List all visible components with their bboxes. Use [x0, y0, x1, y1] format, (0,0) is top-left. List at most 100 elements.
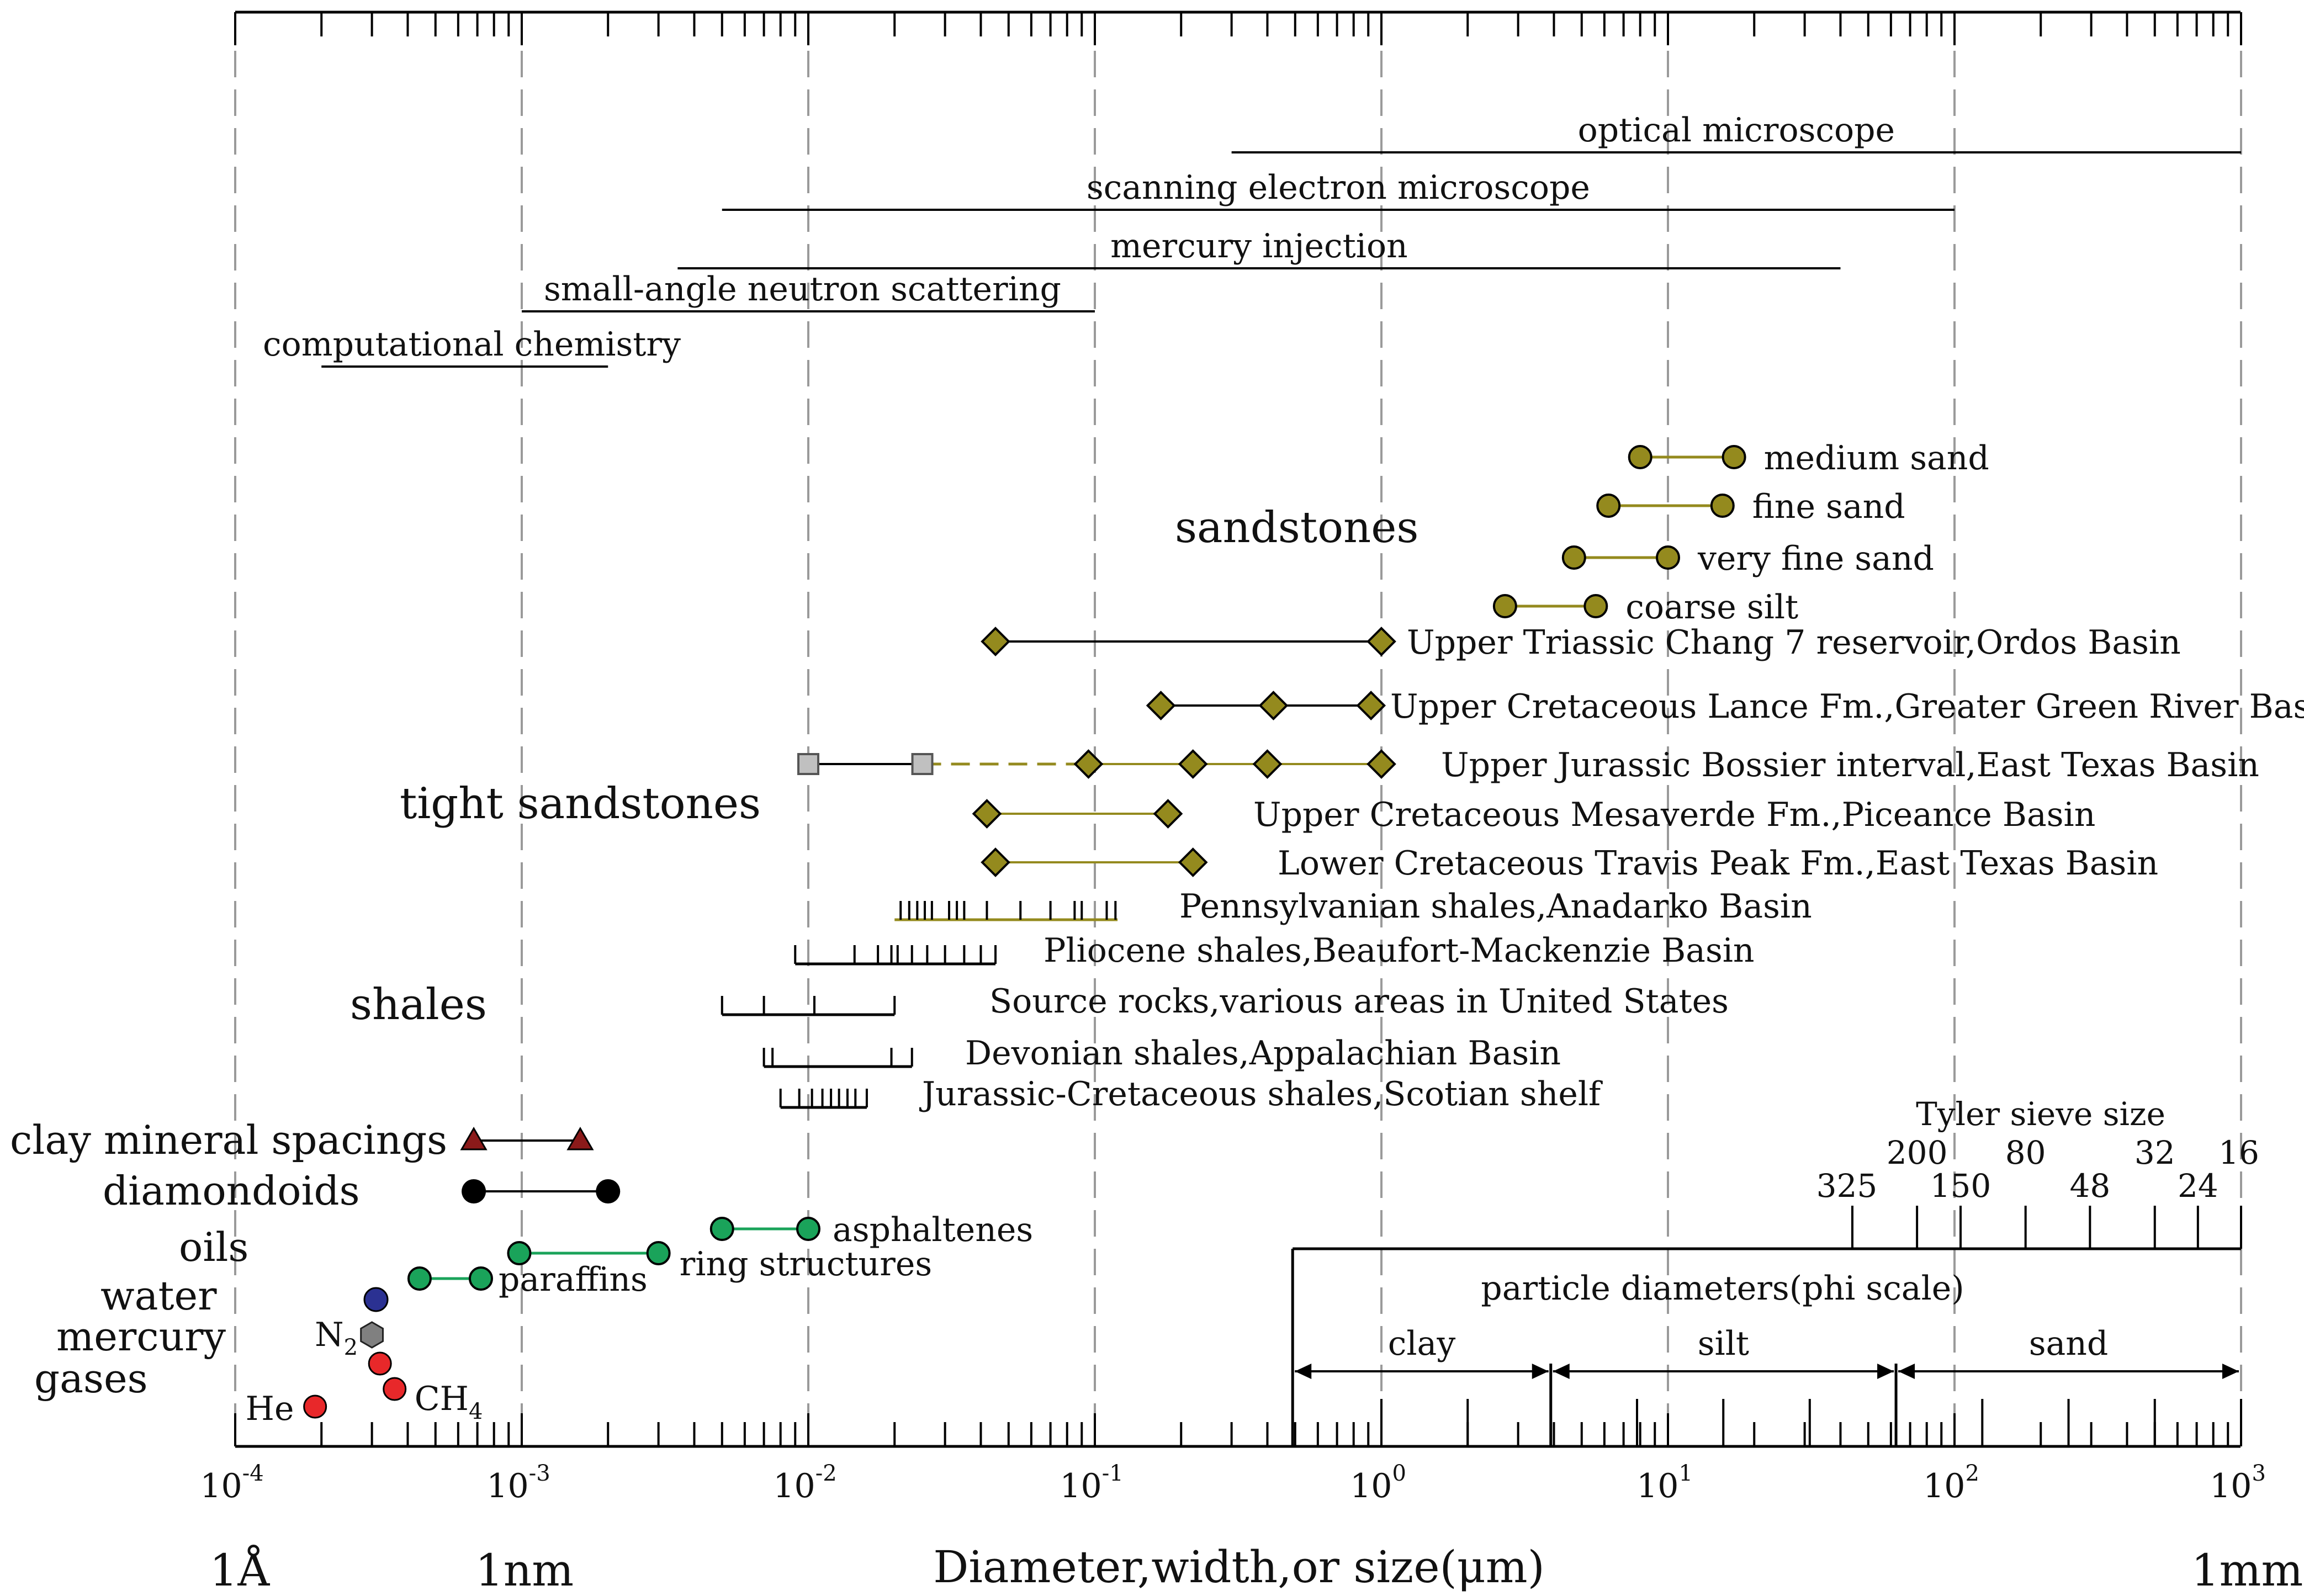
asphaltenes-label: asphaltenes	[833, 1211, 1033, 1249]
label-diamondoids: diamondoids	[103, 1168, 360, 1214]
phi-class-label: silt	[1698, 1324, 1749, 1363]
paraffins-label: paraffins	[499, 1260, 648, 1299]
phi-class-arrow-head	[1877, 1364, 1894, 1379]
sieve-size-label: 200	[1887, 1134, 1948, 1171]
clay-spacing-triangle-marker	[566, 1127, 594, 1150]
tyler-sieve-title: Tyler sieve size	[1916, 1095, 2165, 1133]
method-label: optical microscope	[1578, 111, 1895, 150]
sand-grain-classes: medium sand fine sand very fine sand coarse…	[1492, 439, 1989, 627]
asphaltenes-marker	[796, 1217, 820, 1241]
method-label: scanning electron microscope	[1087, 168, 1590, 207]
tight-range-diamond-marker	[1356, 691, 1386, 720]
phi-class-arrow-head	[1295, 1364, 1312, 1379]
group-label-sandstones: sandstones	[1175, 503, 1418, 553]
sand-class-marker	[1583, 594, 1608, 618]
tight-range-square-marker	[911, 753, 934, 775]
diamondoid-marker	[596, 1179, 621, 1203]
paraffins-marker	[407, 1266, 432, 1291]
shale-range-label: Pennsylvanian shales,Anadarko Basin	[1179, 887, 1812, 926]
axis-frame	[235, 10, 2241, 1448]
sand-class-label: coarse silt	[1625, 588, 1798, 627]
ref-label-angstrom: 1Å	[210, 1544, 271, 1596]
tight-range-diamond-marker	[981, 847, 1010, 877]
measurement-methods: optical microscope scanning electron micr…	[263, 111, 2241, 368]
phi-class-arrow-head	[1898, 1364, 1915, 1379]
tick-label: 10-3	[486, 1461, 550, 1505]
tight-range-diamond-marker	[1178, 749, 1208, 779]
sieve-size-label: 80	[2005, 1134, 2046, 1171]
phi-scale-box: particle diameters(phi scale) clay silt sa…	[1291, 1247, 2242, 1446]
sand-class-marker	[1656, 545, 1680, 570]
x-axis-title: Diameter,width,or size(μm)	[933, 1541, 1545, 1593]
decade-gridlines	[234, 12, 2242, 1446]
tight-range-label: Upper Cretaceous Mesaverde Fm.,Piceance …	[1253, 796, 2095, 834]
tight-range-diamond-marker	[1252, 749, 1283, 779]
shale-range-label: Devonian shales,Appalachian Basin	[965, 1034, 1561, 1073]
ring-structures-marker	[646, 1241, 671, 1265]
sand-class-label: fine sand	[1752, 487, 1905, 526]
gas-marker	[303, 1394, 327, 1419]
group-label-tight-sandstones: tight sandstones	[400, 779, 761, 829]
phi-class-arrow-head	[1553, 1364, 1570, 1379]
top-axis-ticks	[234, 12, 2242, 45]
ref-label-nm: 1nm	[475, 1545, 574, 1596]
tight-range-diamond-marker	[972, 799, 1002, 829]
sand-class-marker	[1561, 545, 1586, 570]
tight-sandstone-ranges: Upper Triassic Chang 7 reservoir,Ordos B…	[797, 623, 2304, 883]
tight-range-diamond-marker	[1366, 749, 1396, 779]
tight-range-label: Upper Jurassic Bossier interval,East Tex…	[1441, 746, 2259, 784]
gas-label: He	[246, 1390, 294, 1428]
sand-class-label: very fine sand	[1697, 539, 1934, 578]
label-water: water	[100, 1272, 217, 1319]
ref-label-mm: 1mm	[2191, 1545, 2303, 1596]
label-oils: oils	[179, 1224, 248, 1270]
phi-class-label: sand	[2029, 1324, 2109, 1363]
sand-class-marker	[1710, 494, 1735, 518]
tick-label: 102	[1923, 1461, 1979, 1505]
sieve-size-label: 48	[2069, 1167, 2110, 1205]
tight-range-diamond-marker	[1153, 799, 1183, 829]
shale-range-label: Jurassic-Cretaceous shales,Scotian shelf	[919, 1075, 1603, 1114]
tick-label: 10-1	[1060, 1461, 1123, 1505]
phi-scale-title: particle diameters(phi scale)	[1481, 1269, 1964, 1308]
sand-class-marker	[1628, 445, 1652, 469]
phi-class-arrow-head	[1532, 1364, 1549, 1379]
bottom-axis-ticks	[234, 1413, 2242, 1446]
tight-range-label: Upper Cretaceous Lance Fm.,Greater Green…	[1390, 687, 2304, 726]
sand-class-label: medium sand	[1764, 439, 1989, 478]
phi-class-arrow-head	[2222, 1364, 2239, 1379]
tight-range-label: Lower Cretaceous Travis Peak Fm.,East Te…	[1278, 844, 2158, 883]
tick-label: 10-2	[773, 1461, 836, 1505]
paraffins-marker	[468, 1266, 493, 1291]
tight-range-diamond-marker	[1146, 691, 1176, 720]
gas-label: CH4	[415, 1380, 483, 1424]
label-clay-mineral-spacings: clay mineral spacings	[10, 1117, 447, 1163]
x-tick-labels: 10-4 10-3 10-2 10-1 100 101 102 103	[200, 1461, 2266, 1505]
method-label: mercury injection	[1110, 227, 1408, 266]
asphaltenes-marker	[709, 1217, 734, 1241]
tight-range-diamond-marker	[981, 627, 1010, 656]
label-gases: gases	[34, 1355, 148, 1402]
sand-class-marker	[1722, 445, 1746, 469]
tick-label: 100	[1350, 1461, 1406, 1505]
sieve-size-label: 325	[1816, 1167, 1878, 1205]
tick-label: 101	[1636, 1461, 1693, 1505]
tick-label: 10-4	[200, 1461, 263, 1505]
gas-marker	[383, 1377, 407, 1401]
sieve-size-label: 32	[2134, 1134, 2175, 1171]
tight-range-diamond-marker	[1073, 749, 1104, 779]
shale-range-label: Pliocene shales,Beaufort-Mackenzie Basin	[1044, 931, 1755, 970]
water-marker	[363, 1287, 389, 1312]
gas-label: N2	[315, 1316, 358, 1360]
sieve-size-label: 24	[2178, 1167, 2218, 1205]
tight-range-square-marker	[797, 753, 819, 775]
sieve-size-label: 150	[1930, 1167, 1991, 1205]
sieve-size-label: 16	[2218, 1134, 2259, 1171]
tight-range-diamond-marker	[1178, 847, 1208, 877]
ring-structures-label: ring structures	[680, 1245, 933, 1284]
phi-class-label: clay	[1388, 1324, 1456, 1363]
shale-range-label: Source rocks,various areas in United Sta…	[989, 982, 1729, 1021]
method-label: small-angle neutron scattering	[544, 270, 1061, 309]
